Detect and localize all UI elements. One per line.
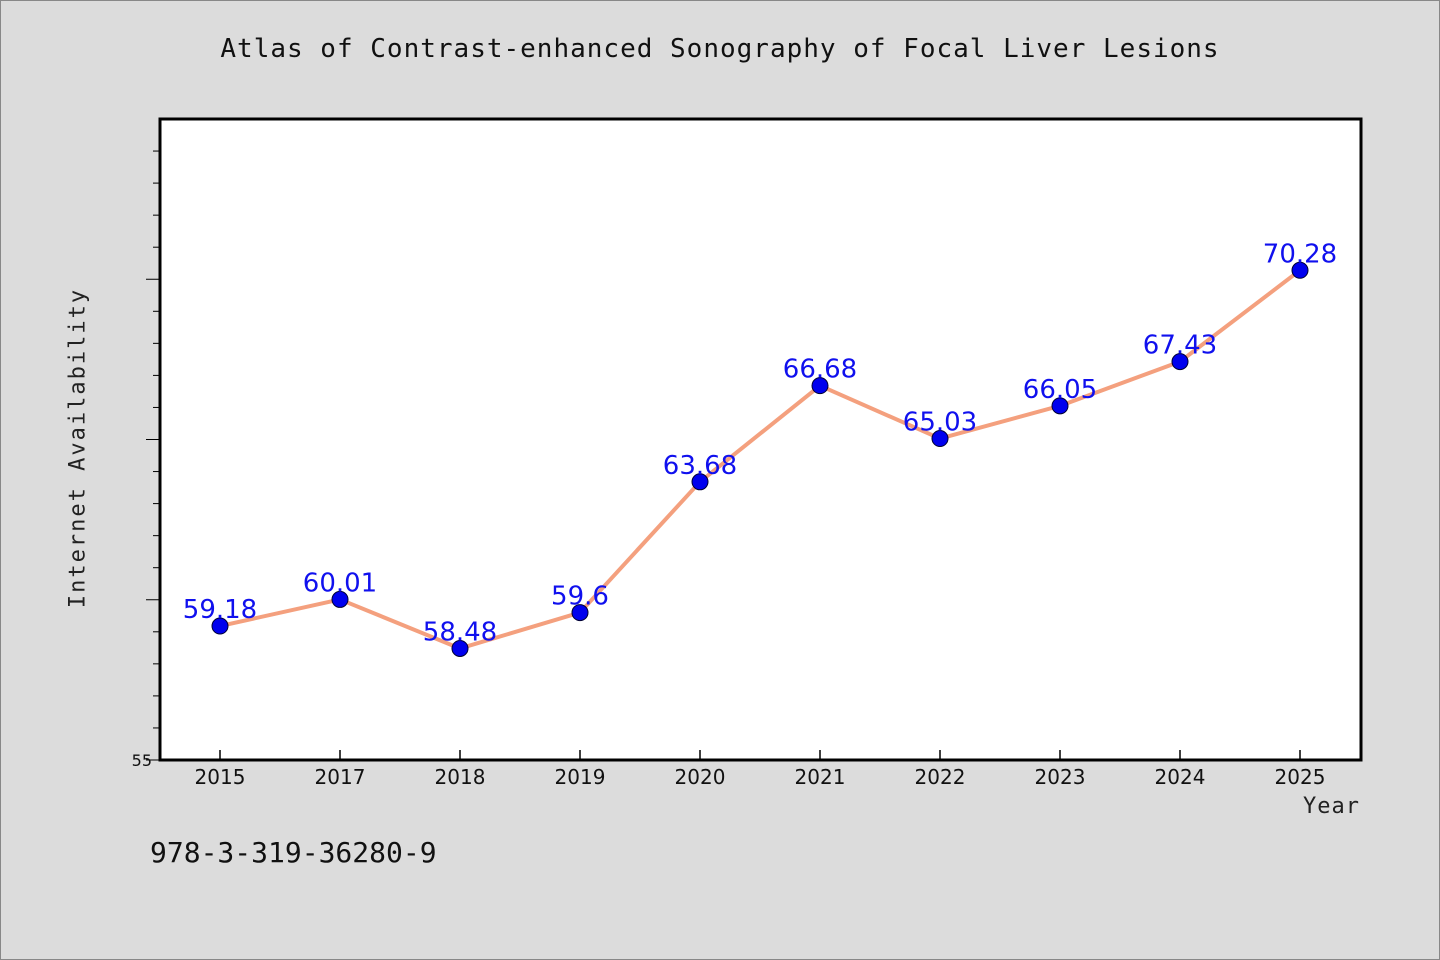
x-tick-label: 2018 xyxy=(435,765,486,789)
x-axis-label: Year xyxy=(1303,794,1360,819)
x-tick-label: 2015 xyxy=(195,765,246,789)
isbn-annotation: 978-3-319-36280-9 xyxy=(150,836,437,869)
x-tick-label: 2017 xyxy=(315,765,366,789)
x-tick-label: 2025 xyxy=(1275,765,1326,789)
data-point xyxy=(811,377,829,395)
x-tick-label: 2022 xyxy=(915,765,966,789)
plot-background xyxy=(158,117,1363,762)
data-label: 59.18 xyxy=(183,595,257,625)
data-label: 59.6 xyxy=(551,582,609,612)
data-label: 60.01 xyxy=(303,568,377,598)
data-point xyxy=(1171,353,1189,371)
data-label: 65.03 xyxy=(903,408,977,438)
chart-title: Atlas of Contrast-enhanced Sonography of… xyxy=(220,34,1220,64)
data-label: 66.68 xyxy=(783,355,857,385)
data-point xyxy=(451,639,469,657)
data-point xyxy=(1291,261,1309,279)
data-point xyxy=(1051,397,1069,415)
data-point xyxy=(331,590,349,608)
x-tick-label: 2021 xyxy=(795,765,846,789)
data-label: 70.28 xyxy=(1263,239,1337,269)
data-point xyxy=(211,617,229,635)
data-point xyxy=(691,473,709,491)
data-label: 67.43 xyxy=(1143,331,1217,361)
data-label: 66.05 xyxy=(1023,375,1097,405)
data-point xyxy=(931,430,949,448)
data-label: 63.68 xyxy=(663,451,737,481)
series-line xyxy=(218,268,1302,651)
data-point xyxy=(571,604,589,622)
x-tick-label: 2019 xyxy=(555,765,606,789)
x-tick-label: 2024 xyxy=(1155,765,1206,789)
y-tick-label: 55 xyxy=(132,751,152,770)
data-label: 58.48 xyxy=(423,617,497,647)
x-tick-label: 2020 xyxy=(675,765,726,789)
x-tick-label: 2023 xyxy=(1035,765,1086,789)
